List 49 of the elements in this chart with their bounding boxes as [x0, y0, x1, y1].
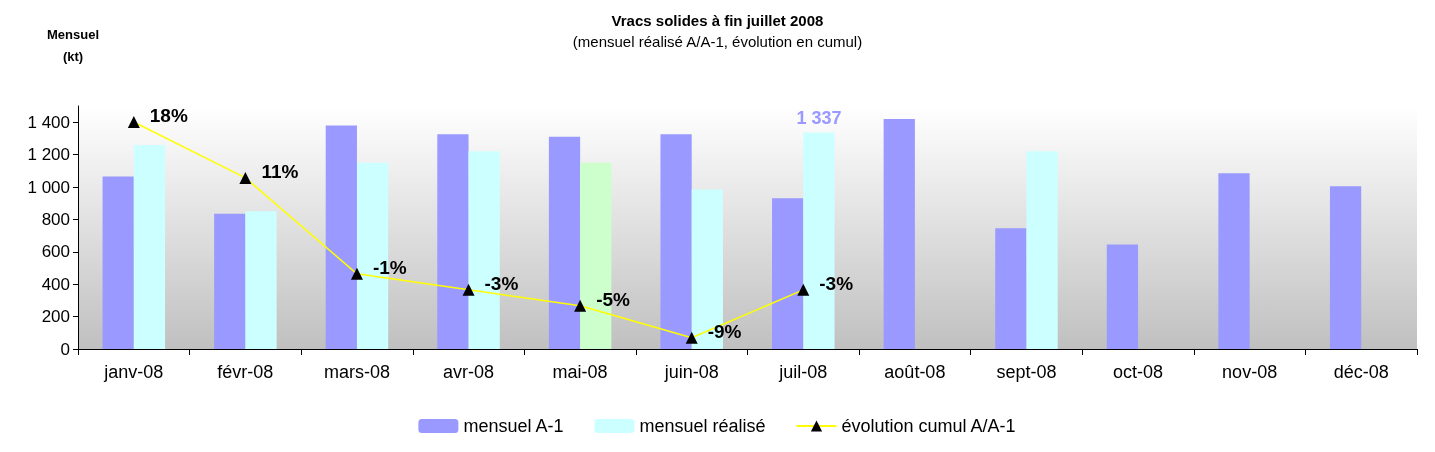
bar	[133, 144, 166, 349]
bar	[883, 118, 915, 349]
x-tick-label: juil-08	[778, 362, 828, 382]
x-tick-label: déc-08	[1333, 362, 1389, 382]
y-tick-label: 1 000	[27, 177, 70, 197]
x-tick-label: sept-08	[996, 362, 1057, 382]
y-axis-title: Mensuel (kt)	[46, 26, 100, 64]
x-tick-label: août-08	[884, 362, 946, 382]
x-tick-label: nov-08	[1222, 362, 1278, 382]
data-label: -5%	[596, 289, 631, 311]
bar	[245, 211, 277, 349]
data-label: -3%	[484, 273, 519, 295]
bar	[102, 176, 134, 349]
legend-label: évolution cumul A/A-1	[841, 416, 1016, 436]
bar	[1329, 186, 1362, 349]
bar	[772, 198, 804, 349]
x-tick-label: janv-08	[103, 362, 164, 382]
chart-subtitle: (mensuel réalisé A/A-1, évolution en cumul)	[572, 33, 863, 50]
legend-label: mensuel réalisé	[639, 416, 766, 436]
y-tick-label: 200	[41, 307, 70, 327]
y-tick-label: 800	[41, 209, 70, 229]
legend-label: mensuel A-1	[463, 416, 564, 436]
y-tick-label: 1 200	[27, 145, 70, 165]
bar	[325, 125, 357, 349]
x-tick-label: mai-08	[552, 362, 608, 382]
bar	[1026, 151, 1058, 349]
chart-title: Vracs solides à fin juillet 2008	[611, 12, 824, 29]
data-label: -1%	[372, 257, 407, 279]
bar	[548, 136, 581, 349]
bar	[660, 134, 692, 349]
y-tick-label: 400	[41, 274, 70, 294]
data-label: -9%	[707, 321, 742, 343]
x-tick-label: mars-08	[323, 362, 390, 382]
x-tick-label: juin-08	[663, 362, 719, 382]
data-label: 11%	[261, 161, 299, 183]
bar	[1218, 173, 1250, 349]
bar	[995, 228, 1027, 349]
x-tick-label: avr-08	[443, 362, 495, 382]
x-tick-label: févr-08	[217, 362, 274, 382]
bar	[437, 134, 469, 349]
data-label: 1 337	[796, 108, 842, 129]
y-tick-label: 1 400	[27, 112, 70, 132]
y-tick-label: 600	[41, 242, 70, 262]
y-tick-label: 0	[60, 339, 70, 359]
bar	[214, 213, 246, 349]
data-label: -3%	[819, 273, 854, 295]
x-tick-label: oct-08	[1113, 362, 1164, 382]
data-label: 18%	[149, 105, 188, 127]
bar	[1106, 244, 1139, 349]
